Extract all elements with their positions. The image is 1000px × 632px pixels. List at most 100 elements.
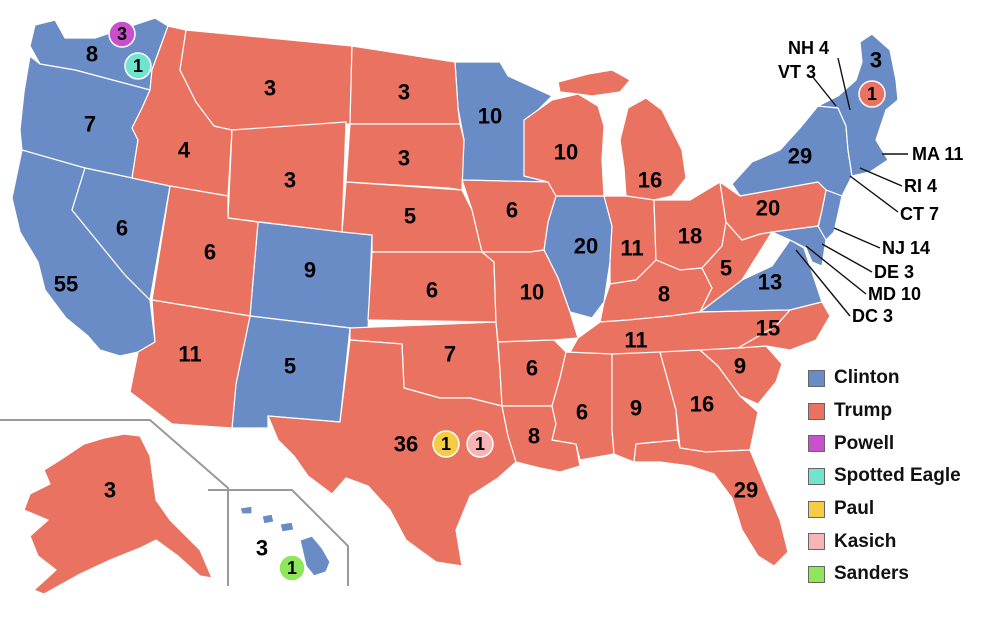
state-arizona[interactable] <box>129 299 251 429</box>
legend-label-clinton: Clinton <box>834 367 900 389</box>
legend-swatch-paul <box>808 500 825 518</box>
state-labels: 8 7 55 6 4 3 3 6 11 9 5 3 3 5 6 7 36 10 … <box>54 42 882 561</box>
label-mn: 10 <box>478 104 502 129</box>
label-va: 13 <box>758 270 782 295</box>
kasich-badge-circle <box>466 430 494 458</box>
spotted-eagle-badge-circle <box>124 52 152 80</box>
hawaii-inset-border <box>208 489 349 586</box>
label-fl: 29 <box>734 478 758 503</box>
clinton-states <box>11 17 899 577</box>
callout-md: MD 10 <box>868 284 921 304</box>
legend-swatch-spotted-eagle <box>808 467 825 485</box>
legend-swatch-powell <box>808 435 825 453</box>
state-florida[interactable] <box>633 439 789 567</box>
legend-swatch-kasich <box>808 533 825 551</box>
callout-nh: NH 4 <box>788 38 829 58</box>
callout-dc: DC 3 <box>852 306 893 326</box>
label-wa: 8 <box>86 42 98 67</box>
label-nc: 15 <box>756 316 780 341</box>
spotted-eagle-badge-value: 1 <box>133 56 143 76</box>
state-pennsylvania[interactable] <box>719 181 827 241</box>
label-wv: 5 <box>720 256 732 281</box>
state-north-carolina[interactable] <box>737 301 831 351</box>
callout-labels: NH 4 VT 3 MA 11 RI 4 CT 7 NJ 14 DE 3 MD … <box>778 38 963 326</box>
label-pa: 20 <box>756 196 780 221</box>
legend-item-spotted-eagle: Spotted Eagle <box>808 460 993 493</box>
sanders-badge-value: 1 <box>287 558 297 578</box>
label-ga: 16 <box>690 392 714 417</box>
alaska-inset-border <box>0 419 229 586</box>
state-hawaii-islands[interactable] <box>239 505 295 533</box>
label-mo: 10 <box>520 280 544 305</box>
paul-badge-circle <box>432 430 460 458</box>
label-ca: 55 <box>54 272 78 297</box>
legend: Clinton Trump Powell Spotted Eagle Paul … <box>808 362 993 591</box>
state-wisconsin[interactable] <box>523 93 605 197</box>
powell-badge-value: 3 <box>117 24 127 44</box>
label-il: 20 <box>574 234 598 259</box>
badge-wa-spotted-eagle: 1 <box>124 52 152 80</box>
state-new-england[interactable] <box>817 33 899 177</box>
callout-de: DE 3 <box>874 262 914 282</box>
label-oh: 18 <box>678 224 702 249</box>
badge-tx-paul: 1 <box>432 430 460 458</box>
label-in: 11 <box>620 236 643 261</box>
legend-item-kasich: Kasich <box>808 525 993 558</box>
label-sd: 3 <box>398 146 410 171</box>
state-texas[interactable] <box>267 339 517 567</box>
state-michigan[interactable] <box>557 69 687 201</box>
state-north-dakota[interactable] <box>349 45 461 125</box>
label-tn: 11 <box>624 328 647 353</box>
state-hawaii[interactable] <box>299 535 331 577</box>
label-wy: 3 <box>284 168 296 193</box>
sanders-badge-circle <box>278 554 306 582</box>
label-or: 7 <box>84 112 96 137</box>
inset-frames <box>0 419 349 586</box>
dc-leader <box>795 249 851 317</box>
legend-label-paul: Paul <box>834 498 875 520</box>
legend-item-powell: Powell <box>808 427 993 460</box>
label-ak: 3 <box>104 478 116 503</box>
paul-badge-value: 1 <box>441 434 451 454</box>
callout-ri: RI 4 <box>904 176 937 196</box>
label-me: 3 <box>870 48 882 73</box>
badge-hi-sanders: 1 <box>278 554 306 582</box>
label-hi: 3 <box>256 536 268 561</box>
label-mi: 16 <box>638 168 662 193</box>
powell-badge-circle <box>108 20 136 48</box>
label-nv: 6 <box>116 216 128 241</box>
nj-leader <box>833 227 881 249</box>
label-ut: 6 <box>204 240 216 265</box>
legend-item-clinton: Clinton <box>808 362 993 395</box>
label-id: 4 <box>178 138 191 163</box>
label-ia: 6 <box>506 198 518 223</box>
label-ok: 7 <box>444 342 456 367</box>
md-leader <box>805 245 867 295</box>
callout-nj: NJ 14 <box>882 238 930 258</box>
label-tx: 36 <box>394 432 418 457</box>
legend-item-paul: Paul <box>808 493 993 526</box>
badge-tx-kasich: 1 <box>466 430 494 458</box>
legend-swatch-sanders <box>808 565 825 583</box>
me-trump-badge-circle <box>858 80 886 108</box>
legend-item-trump: Trump <box>808 395 993 428</box>
callout-ct: CT 7 <box>900 204 939 224</box>
label-ne: 5 <box>404 204 416 229</box>
ri-leader <box>859 167 903 187</box>
kasich-badge-value: 1 <box>475 434 485 454</box>
label-az: 11 <box>178 342 201 367</box>
label-ks: 6 <box>426 278 438 303</box>
trump-states <box>23 25 831 595</box>
label-ar: 6 <box>526 356 538 381</box>
ct-leader <box>849 175 899 213</box>
label-ms: 6 <box>576 400 588 425</box>
state-delaware-maryland[interactable] <box>771 225 827 267</box>
legend-label-powell: Powell <box>834 432 895 454</box>
label-al: 9 <box>630 396 642 421</box>
label-ky: 8 <box>658 282 670 307</box>
callout-ma: MA 11 <box>912 144 963 164</box>
state-alaska[interactable] <box>23 433 213 595</box>
legend-label-sanders: Sanders <box>834 563 909 585</box>
badge-me-trump: 1 <box>858 80 886 108</box>
